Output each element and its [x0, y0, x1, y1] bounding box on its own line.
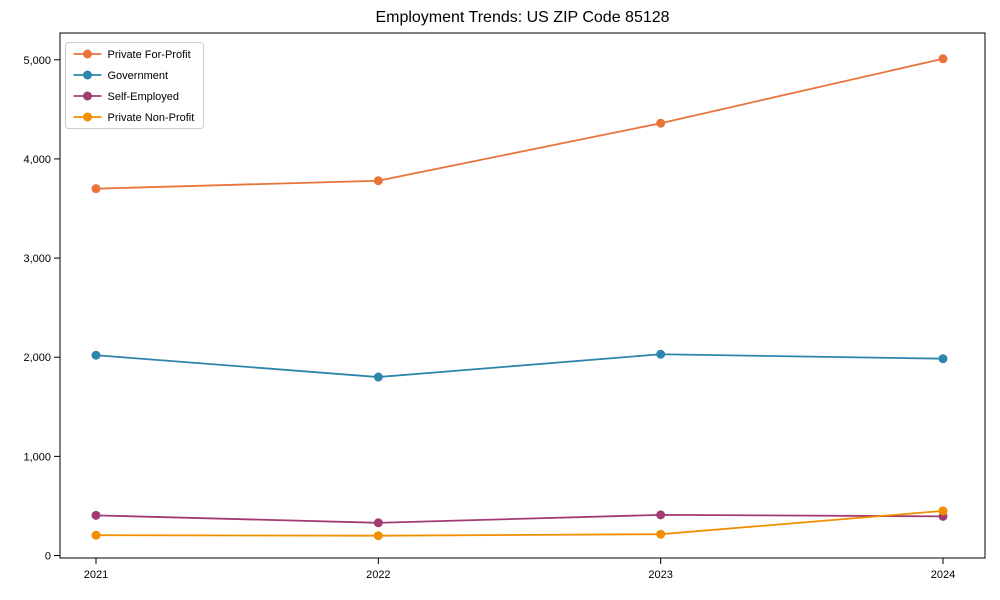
data-point [373, 176, 383, 186]
y-axis-tick-label: 2,000 [23, 352, 51, 364]
legend-label: Private Non-Profit [108, 112, 195, 124]
data-point [938, 354, 948, 364]
series-line [95, 513, 944, 524]
data-point [656, 529, 666, 539]
y-axis-tick-label: 1,000 [23, 451, 51, 463]
series-line [95, 353, 944, 378]
series-line [95, 510, 944, 537]
data-point [373, 531, 383, 541]
data-point [656, 349, 666, 359]
x-axis-tick-label: 2022 [366, 569, 390, 581]
data-point [91, 530, 101, 540]
legend-box [65, 42, 204, 129]
data-point [91, 184, 101, 194]
legend-label: Government [108, 70, 169, 82]
x-axis-tick-label: 2021 [84, 569, 108, 581]
data-point [656, 510, 666, 520]
x-axis-tick-label: 2023 [648, 569, 672, 581]
legend-marker [83, 49, 92, 59]
chart-title: Employment Trends: US ZIP Code 85128 [375, 9, 670, 26]
y-axis-tick-label: 5,000 [23, 55, 51, 67]
legend-marker [83, 91, 92, 101]
y-axis-tick-label: 0 [45, 551, 51, 563]
data-point [938, 506, 948, 516]
data-point [938, 54, 948, 64]
y-axis-tick-label: 3,000 [23, 253, 51, 265]
data-point [373, 372, 383, 382]
legend-label: Private For-Profit [108, 49, 191, 61]
legend-label: Self-Employed [108, 91, 180, 103]
plot-frame [59, 32, 986, 559]
x-axis-tick-label: 2024 [931, 569, 955, 581]
data-point [656, 118, 666, 128]
legend-marker [83, 70, 92, 80]
series-line [95, 57, 944, 190]
data-point [373, 518, 383, 528]
data-point [91, 350, 101, 360]
y-axis-tick-label: 4,000 [23, 154, 51, 166]
legend-marker [83, 112, 92, 122]
data-point [91, 510, 101, 520]
